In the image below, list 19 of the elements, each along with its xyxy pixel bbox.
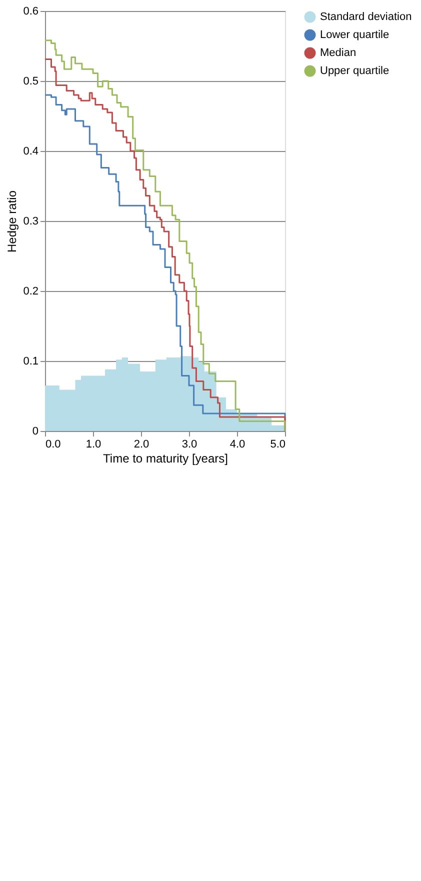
x-tick-label: 5.0 [270, 438, 286, 450]
x-tick-label: 0.0 [46, 438, 61, 450]
y-axis-title: Hedge ratio [5, 190, 20, 253]
x-tick-label: 3.0 [182, 438, 198, 450]
y-tick-label: 0.1 [23, 356, 38, 368]
y-tick-label: 0.5 [23, 76, 38, 88]
y-tick-label: 0.4 [23, 146, 38, 158]
y-tick-label: 0.2 [23, 286, 38, 298]
y-tick-label: 0 [32, 426, 38, 438]
y-tick-label: 0.6 [23, 6, 38, 18]
legend-label: Lower quartile [320, 29, 390, 41]
x-tick-label: 1.0 [86, 438, 102, 450]
y-tick-label: 0.3 [23, 216, 38, 228]
x-axis-title: Time to maturity [years] [103, 452, 228, 466]
legend-label: Upper quartile [320, 65, 390, 77]
legend-label: Standard deviation [320, 11, 412, 23]
x-tick-label: 4.0 [230, 438, 246, 450]
legend-label: Median [320, 47, 356, 59]
x-tick-label: 2.0 [134, 438, 150, 450]
